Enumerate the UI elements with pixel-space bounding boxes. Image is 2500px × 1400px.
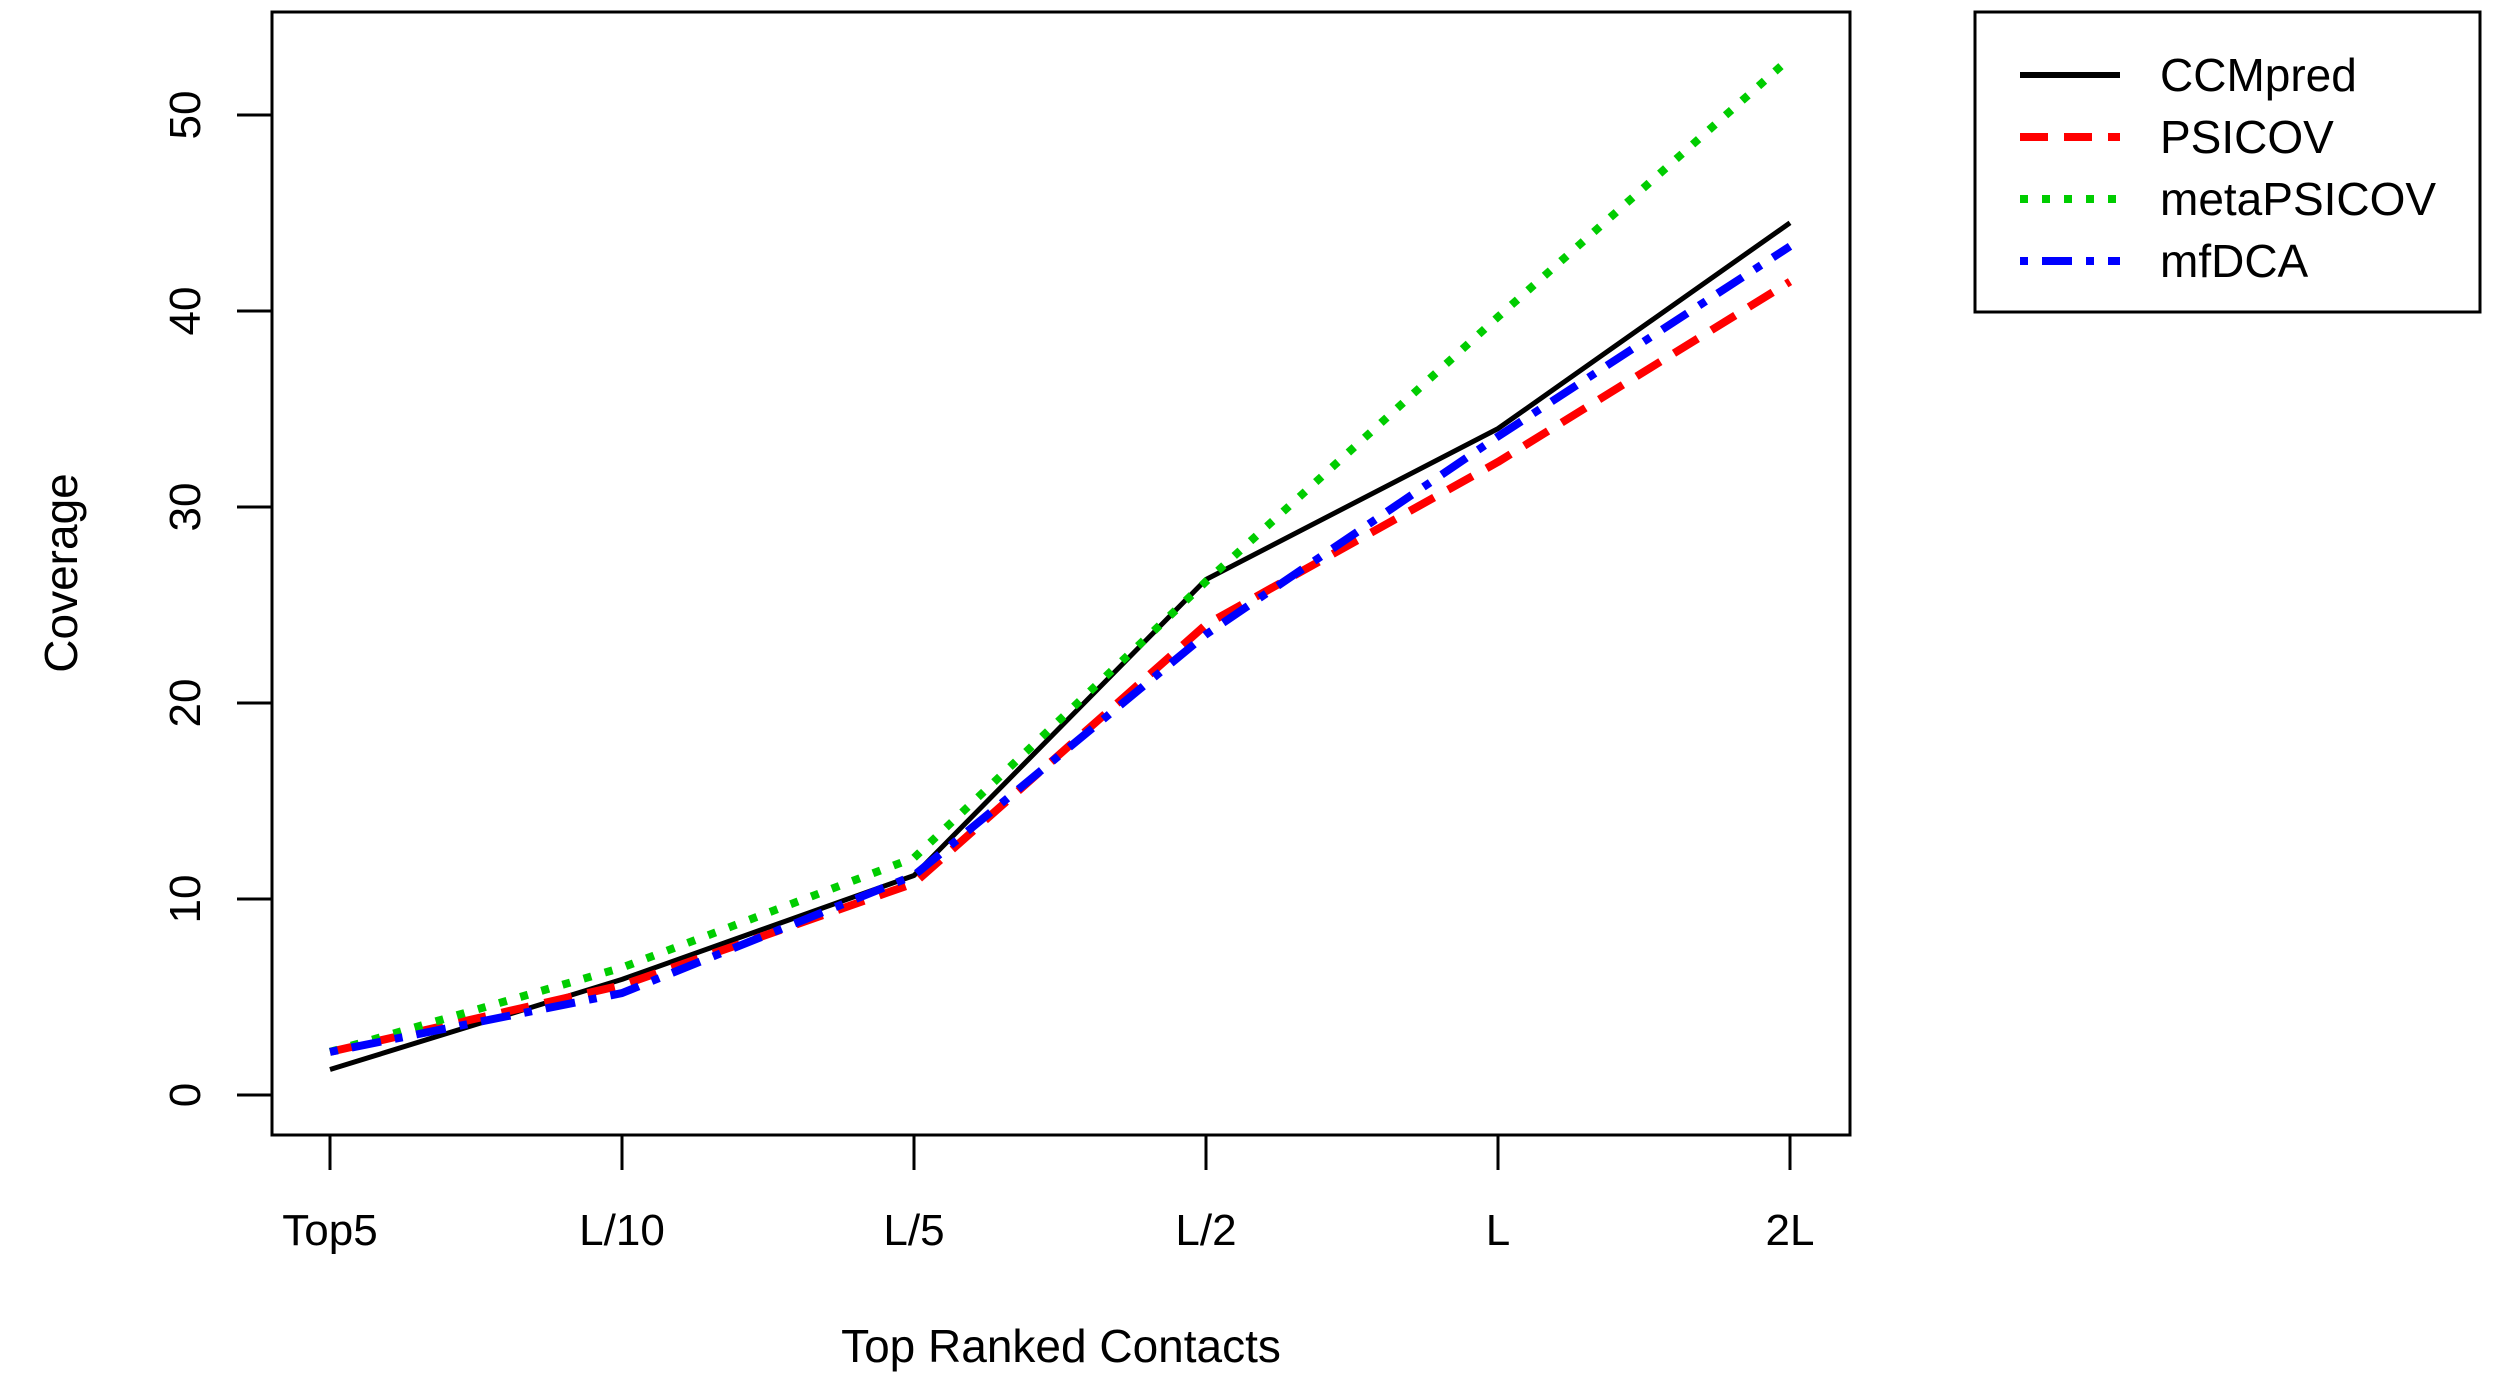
y-tick-label: 30	[161, 483, 210, 532]
x-tick-label: Top5	[282, 1206, 377, 1255]
x-axis: Top5 L/10 L/5 L/2 L 2L	[282, 1133, 1815, 1255]
legend: CCMpred PSICOV metaPSICOV mfDCA	[1973, 10, 2482, 314]
y-tick-label: 0	[161, 1083, 210, 1107]
series-line-mfdca	[329, 242, 1793, 1056]
series-line-metapsicov	[328, 55, 1793, 1056]
x-tick-label: L	[1486, 1206, 1510, 1255]
legend-label-ccmpred: CCMpred	[2160, 49, 2357, 101]
legend-label-mfdca: mfDCA	[2160, 235, 2309, 287]
legend-label-metapsicov: metaPSICOV	[2160, 173, 2436, 225]
x-tick-label: 2L	[1766, 1206, 1815, 1255]
x-tick-label: L/5	[883, 1206, 944, 1255]
series-layer	[328, 55, 1793, 1072]
x-axis-title: Top Ranked Contacts	[841, 1320, 1281, 1372]
y-tick-label: 20	[161, 679, 210, 728]
x-tick-label: L/10	[579, 1206, 665, 1255]
y-axis-title: Coverage	[35, 473, 87, 672]
y-tick-label: 40	[161, 287, 210, 336]
y-tick-label: 10	[161, 875, 210, 924]
series-line-psicov	[329, 278, 1793, 1056]
legend-label-psicov: PSICOV	[2160, 111, 2334, 163]
series-line-ccmpred	[329, 220, 1792, 1072]
x-tick-label: L/2	[1175, 1206, 1236, 1255]
plot-frame	[270, 10, 1852, 1137]
y-tick-label: 50	[161, 91, 210, 140]
y-axis: 0 10 20 30 40 50	[161, 91, 274, 1107]
legend-items: CCMpred PSICOV metaPSICOV mfDCA	[2020, 49, 2436, 287]
